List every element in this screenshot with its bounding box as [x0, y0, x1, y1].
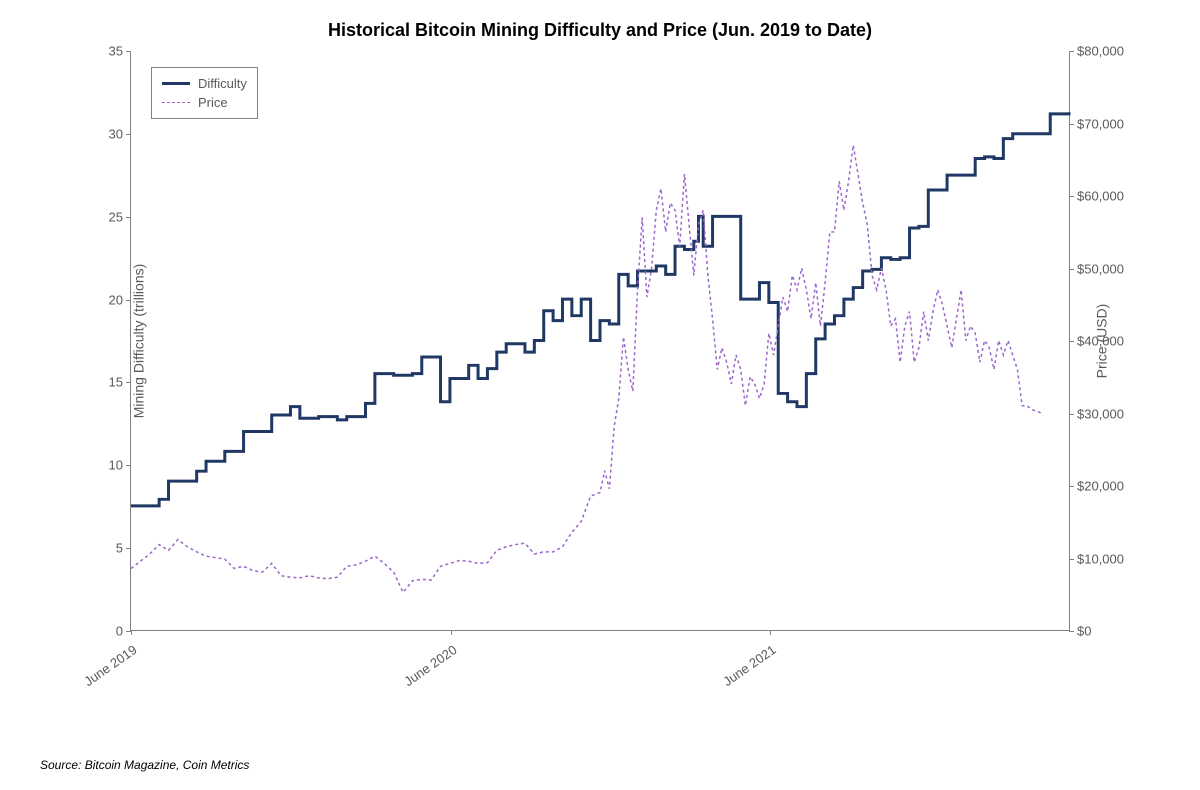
difficulty-line: [131, 112, 1069, 506]
legend: Difficulty Price: [151, 67, 258, 119]
y-right-tick-label: $70,000: [1069, 116, 1124, 131]
legend-swatch-price: [162, 97, 190, 109]
y-right-tick-label: $60,000: [1069, 189, 1124, 204]
x-tick-label: June 2020: [401, 642, 459, 689]
y-right-tick-label: $80,000: [1069, 44, 1124, 59]
legend-item-difficulty: Difficulty: [162, 74, 247, 93]
legend-label-price: Price: [198, 95, 228, 110]
plot-area: Difficulty Price Mining Difficulty (tril…: [130, 51, 1070, 631]
price-line: [131, 145, 1041, 592]
y-right-tick-label: $20,000: [1069, 479, 1124, 494]
y-right-tick-label: $40,000: [1069, 334, 1124, 349]
chart-title: Historical Bitcoin Mining Difficulty and…: [40, 20, 1160, 41]
y-right-tick-label: $30,000: [1069, 406, 1124, 421]
y-right-tick-label: $50,000: [1069, 261, 1124, 276]
x-tick-label: June 2019: [81, 642, 139, 689]
x-tick-label: June 2021: [720, 642, 778, 689]
legend-item-price: Price: [162, 93, 247, 112]
chart-container: Historical Bitcoin Mining Difficulty and…: [40, 20, 1160, 760]
legend-label-difficulty: Difficulty: [198, 76, 247, 91]
chart-lines-svg: [131, 51, 1069, 630]
y-right-tick-label: $10,000: [1069, 551, 1124, 566]
legend-swatch-difficulty: [162, 78, 190, 90]
source-text: Source: Bitcoin Magazine, Coin Metrics: [40, 758, 249, 772]
